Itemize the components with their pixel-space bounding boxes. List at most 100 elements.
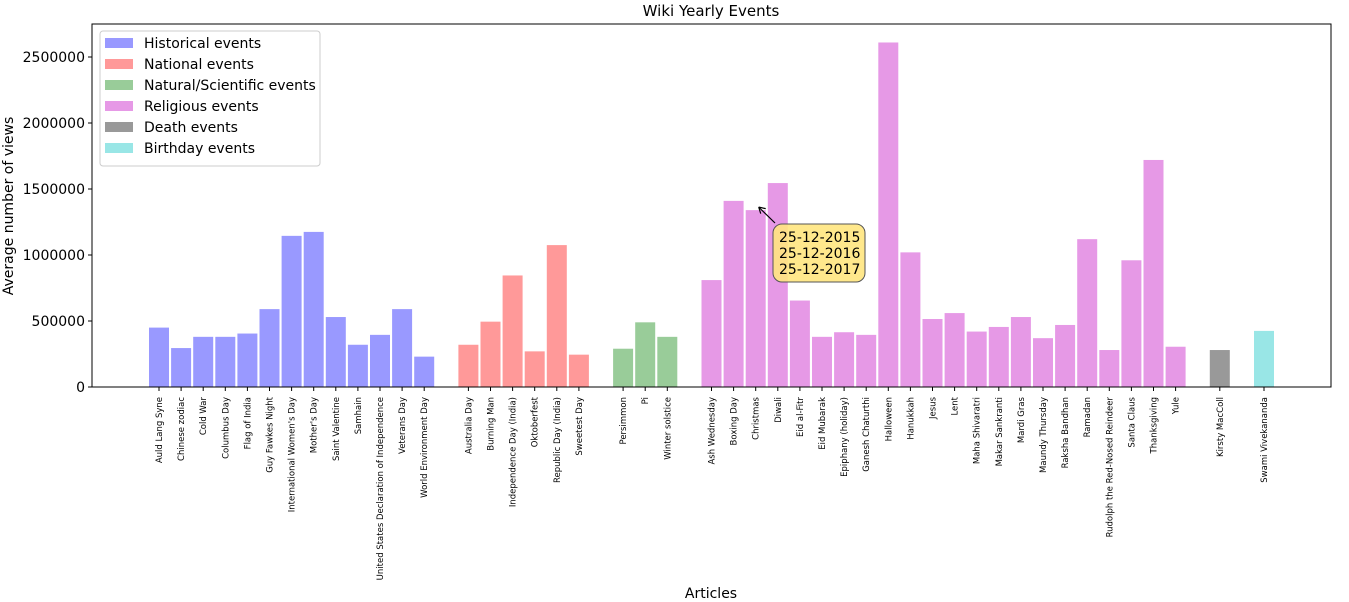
bar-auld-lang-syne (149, 327, 169, 387)
plot-frame (91, 23, 1332, 388)
y-tick-label: 0 (76, 380, 85, 396)
bar-jesus (922, 319, 943, 387)
x-tick-label-boxing-day: Boxing Day (730, 397, 740, 445)
x-tick-label-jesus: Jesus (929, 396, 939, 420)
bar-columbus-day (215, 336, 236, 387)
y-tick-label: 500000 (32, 314, 85, 330)
legend-swatch-natural-scientific-events (105, 80, 133, 90)
x-tick-label-sweetest-day: Sweetest Day (575, 397, 585, 456)
bar-santa-claus (1121, 260, 1142, 387)
bar-persimmon (613, 348, 634, 387)
x-tick-label-makar-sankranti: Makar Sankranti (995, 397, 1005, 466)
bar-hanukkah (900, 252, 921, 387)
legend-box (99, 30, 321, 167)
bar-winter-solstice (657, 336, 678, 387)
annotation-box (772, 223, 866, 283)
x-tick-label-ash-wednesday: Ash Wednesday (708, 397, 718, 465)
x-tick-label-maha-shivaratri: Maha Shivaratri (973, 397, 983, 464)
bar-international-women-s-day (281, 235, 302, 387)
legend-swatch-birthday-events (105, 143, 133, 153)
x-tick-label-ramadan: Ramadan (1083, 397, 1093, 437)
x-tick-label-hanukkah: Hanukkah (906, 397, 916, 440)
x-tick-label-halloween: Halloween (884, 397, 894, 441)
bar-united-states-declaration-of-independence (370, 334, 390, 387)
bar-world-environment-day (414, 356, 435, 387)
y-axis: 0 500000 1000000 1500000 2000000 2500000 (23, 50, 92, 396)
annotation-arrow-line (758, 206, 776, 224)
bar-swami-vivekananda (1254, 330, 1274, 387)
bar-sweetest-day (568, 354, 589, 387)
annotation-line: 25-12-2017 (779, 262, 860, 278)
legend-swatch-national-events (105, 59, 133, 69)
bar-burning-man (480, 321, 501, 387)
x-tick-label-international-women-s-day: International Women's Day (288, 397, 298, 512)
x-tick-label-cold-war: Cold War (199, 397, 209, 436)
bars-group (149, 42, 1274, 387)
legend-label-national-events: National events (144, 57, 254, 73)
x-tick-label-guy-fawkes-night: Guy Fawkes Night (266, 396, 276, 472)
x-tick-label-raksha-bandhan: Raksha Bandhan (1061, 397, 1071, 468)
x-tick-label-diwali: Diwali (774, 397, 784, 423)
x-tick-label-samhain: Samhain (354, 397, 364, 434)
x-tick-label-yule: Yule (1172, 397, 1182, 415)
bar-australia-day (458, 344, 479, 387)
annotation-line: 25-12-2015 (779, 230, 860, 246)
x-tick-label-lent: Lent (951, 396, 961, 415)
bar-independence-day-india (502, 275, 523, 387)
x-tick-label-eid-al-fitr: Eid al-Fitr (796, 397, 806, 437)
x-tick-label-swami-vivekananda: Swami Vivekananda (1260, 397, 1270, 483)
bar-epiphany-holiday (834, 332, 855, 387)
x-tick-label-eid-mubarak: Eid Mubarak (818, 397, 828, 450)
x-tick-label-persimmon: Persimmon (619, 397, 629, 445)
x-tick-label-thanksgiving: Thanksgiving (1150, 397, 1160, 454)
bar-eid-al-fitr (789, 300, 810, 387)
x-tick-label-australia-day: Australia Day (464, 397, 474, 454)
bar-ganesh-chaturthi (856, 334, 877, 387)
x-axis: Auld Lang Syne Chinese zodiac Cold War Colu… (155, 387, 1270, 580)
x-tick-label-rudolph-the-red-nosed-reindeer: Rudolph the Red-Nosed Reindeer (1105, 396, 1115, 537)
x-tick-label-oktoberfest: Oktoberfest (531, 396, 541, 447)
x-tick-label-pi: Pi (641, 397, 651, 404)
legend-label-death-events: Death events (144, 120, 238, 136)
x-tick-label-mardi-gras: Mardi Gras (1017, 396, 1027, 443)
legend-label-natural-scientific-events: Natural/Scientific events (144, 78, 316, 94)
x-tick-label-mother-s-day: Mother's Day (310, 397, 320, 453)
bar-christmas (745, 210, 766, 387)
bar-veterans-day (392, 309, 413, 387)
x-tick-label-republic-day-india: Republic Day (India) (553, 397, 563, 483)
bar-rudolph-the-red-nosed-reindeer (1099, 350, 1120, 387)
x-tick-label-burning-man: Burning Man (487, 397, 497, 451)
annotation-line: 25-12-2016 (779, 246, 860, 262)
bar-ramadan (1077, 239, 1098, 387)
y-tick-label: 1500000 (23, 182, 85, 198)
bar-samhain (347, 344, 368, 387)
legend-label-birthday-events: Birthday events (144, 141, 255, 157)
bar-cold-war (193, 336, 214, 387)
y-tick-label: 1000000 (23, 248, 85, 264)
x-tick-label-saint-valentine: Saint Valentine (332, 397, 342, 461)
bar-pi (635, 322, 656, 387)
bar-thanksgiving (1143, 159, 1164, 387)
bar-kirsty-maccoll (1209, 350, 1230, 387)
bar-boxing-day (723, 200, 744, 387)
x-tick-label-chinese-zodiac: Chinese zodiac (177, 397, 187, 461)
bar-eid-mubarak (812, 336, 832, 387)
x-tick-label-winter-solstice: Winter solstice (663, 397, 673, 460)
chart-title: Wiki Yearly Events (643, 2, 780, 20)
x-tick-label-world-environment-day: World Environment Day (420, 397, 430, 498)
legend-swatch-historical-events (105, 38, 133, 48)
bar-yule (1165, 346, 1186, 387)
bar-diwali (767, 183, 788, 387)
bar-maundy-thursday (1033, 338, 1053, 387)
y-tick-label: 2000000 (23, 116, 85, 132)
bar-chinese-zodiac (171, 348, 192, 387)
bar-mardi-gras (1010, 317, 1031, 387)
x-tick-label-epiphany-holiday: Epiphany (holiday) (840, 397, 850, 477)
legend-label-historical-events: Historical events (144, 36, 261, 52)
bar-halloween (878, 42, 899, 387)
bar-oktoberfest (524, 351, 545, 387)
bar-guy-fawkes-night (259, 309, 280, 387)
x-tick-label-ganesh-chaturthi: Ganesh Chaturthi (862, 397, 872, 472)
x-tick-label-independence-day-india: Independence Day (India) (509, 397, 519, 507)
